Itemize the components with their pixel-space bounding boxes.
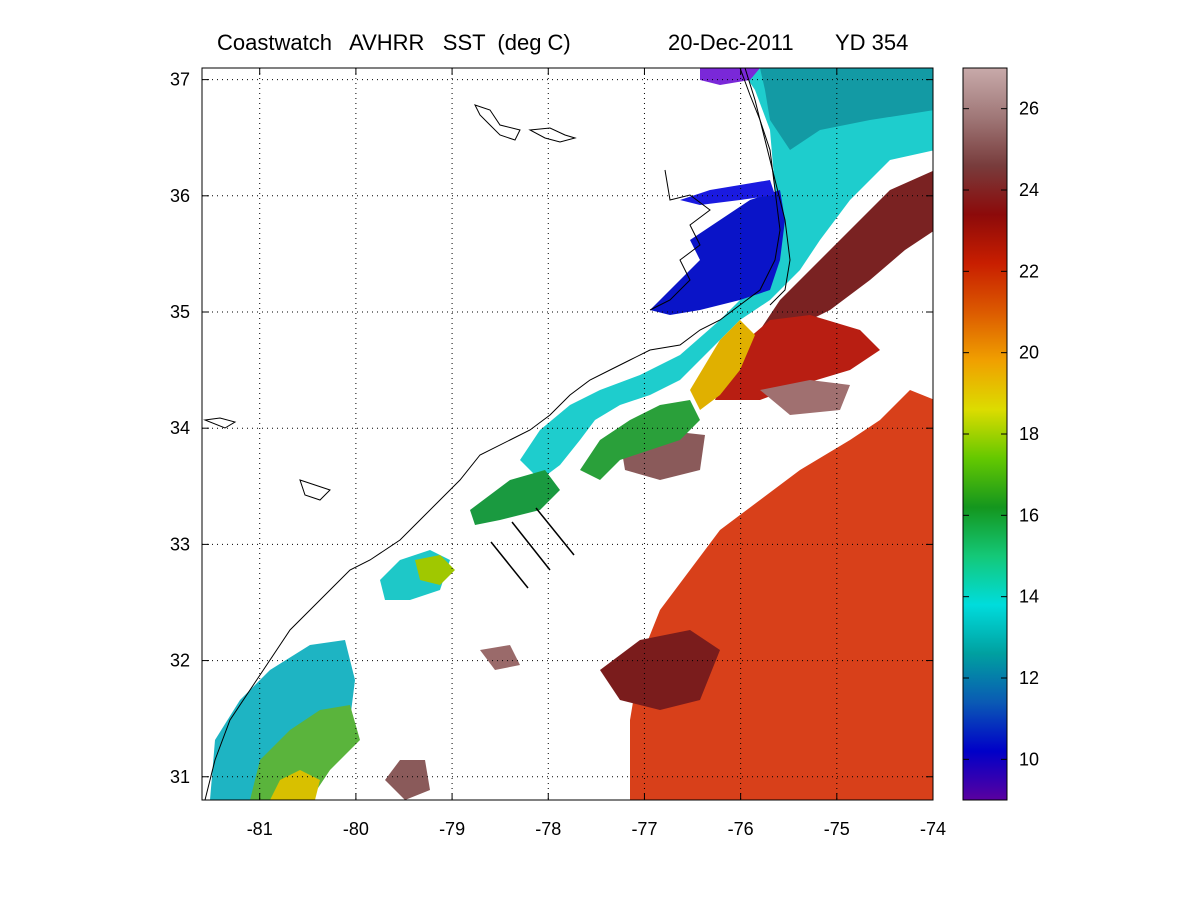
sst-gulfstream-core — [760, 170, 933, 330]
coastline-lake-marion — [299, 479, 331, 501]
coastline-reservoir-2 — [528, 127, 577, 143]
lat-tick-label: 37 — [170, 70, 190, 90]
transect-line-north — [535, 507, 575, 556]
sst-shelf-cyan-north — [520, 68, 933, 480]
sst-pamlico-sound-blue — [650, 190, 785, 315]
sst-warm-southeast — [630, 390, 933, 800]
colorbar-tick-label: 16 — [1019, 505, 1039, 525]
lat-tick-label: 35 — [170, 302, 190, 322]
colorbar-tick-label: 12 — [1019, 668, 1039, 688]
lat-tick-label: 33 — [170, 534, 190, 554]
coastline-outer-banks — [744, 68, 791, 306]
transect-lines — [490, 507, 575, 589]
colorbar-tick-label: 18 — [1019, 424, 1039, 444]
lat-tick-label: 34 — [170, 418, 190, 438]
lon-tick-label: -81 — [247, 819, 273, 839]
lon-tick-label: -77 — [631, 819, 657, 839]
sst-transition-yellow — [690, 320, 755, 410]
sst-gulfstream-dark-south — [600, 630, 720, 710]
colorbar-tick-label: 10 — [1019, 749, 1039, 769]
longitude-tick-labels: -81 -80 -79 -78 -77 -76 -75 -74 — [247, 819, 946, 839]
lat-tick-label: 31 — [170, 767, 190, 787]
lon-tick-label: -75 — [824, 819, 850, 839]
lat-tick-label: 36 — [170, 186, 190, 206]
date-label: 20-Dec-2011 — [668, 30, 794, 55]
sst-onslow-green — [470, 470, 560, 525]
colorbar-tick-label: 20 — [1019, 343, 1039, 363]
lon-tick-label: -80 — [343, 819, 369, 839]
colorbar-tick-label: 22 — [1019, 261, 1039, 281]
colorbar-tick-label: 26 — [1019, 99, 1039, 119]
yearday-label: YD 354 — [835, 30, 909, 55]
lon-tick-label: -74 — [920, 819, 946, 839]
colorbar-ticks: 10 12 14 16 18 20 22 24 26 — [963, 99, 1039, 769]
latitude-tick-labels: 31 32 33 34 35 36 37 — [170, 70, 190, 787]
sst-field — [210, 68, 933, 800]
coastline-reservoir-1 — [474, 104, 521, 141]
lon-tick-label: -76 — [728, 819, 754, 839]
plot-frame — [201, 67, 934, 801]
coastline-lake-small — [203, 417, 237, 429]
coastline-pamlico-inner — [649, 169, 711, 311]
map-title: Coastwatch AVHRR SST (deg C) — [217, 30, 571, 55]
sst-red-band — [715, 315, 880, 400]
sst-warm-patch-south — [385, 760, 430, 800]
sst-warm-patch-mid — [480, 645, 520, 670]
transect-line-middle — [511, 521, 551, 571]
colorbar-tick-label: 24 — [1019, 180, 1039, 200]
sst-sc-patch-yellow — [415, 555, 455, 585]
sst-albemarle-sound-blue — [680, 180, 775, 205]
sst-southern-shelf-yellow — [270, 770, 320, 800]
lon-tick-label: -78 — [535, 819, 561, 839]
coastline — [203, 68, 791, 800]
sst-shelf-teal-offshore — [760, 68, 933, 150]
sst-warm-patch-mauve-2 — [760, 380, 850, 415]
sst-transition-green — [580, 400, 700, 480]
coastline-mainland — [204, 68, 781, 800]
colorbar — [962, 67, 1008, 801]
colorbar-tick-label: 14 — [1019, 587, 1039, 607]
lon-tick-label: -79 — [439, 819, 465, 839]
lat-tick-label: 32 — [170, 651, 190, 671]
transect-line-south — [490, 541, 529, 589]
sst-southern-shelf-green — [250, 705, 360, 800]
